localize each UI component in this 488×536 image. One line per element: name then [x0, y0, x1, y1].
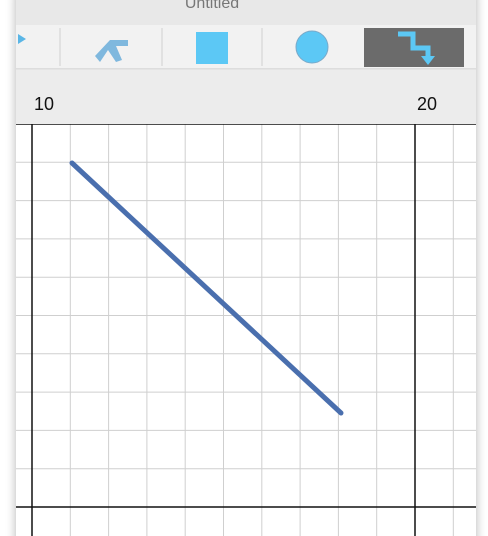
- ruler-label: 10: [34, 94, 54, 114]
- tool-line[interactable]: [95, 40, 128, 62]
- tool-connector[interactable]: [364, 28, 464, 67]
- tool-circle[interactable]: [295, 30, 329, 64]
- tool-arrow[interactable]: [16, 28, 58, 66]
- drawn-line: [69, 160, 344, 416]
- ruler: [16, 70, 476, 124]
- window-title: Untitled: [185, 0, 239, 12]
- tool-rectangle[interactable]: [196, 32, 228, 64]
- ruler-label: 20: [417, 94, 437, 114]
- title-bar: [16, 0, 476, 25]
- canvas-grid: [16, 124, 476, 536]
